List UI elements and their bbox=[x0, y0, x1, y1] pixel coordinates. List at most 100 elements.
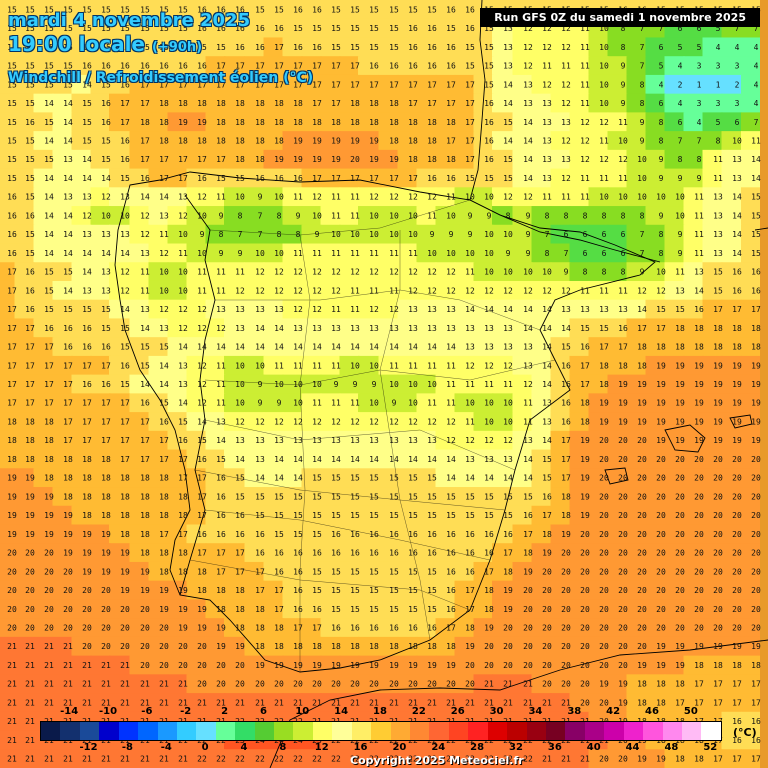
value-label: 20 bbox=[503, 661, 513, 670]
value-cell bbox=[205, 131, 226, 151]
value-cell bbox=[339, 168, 360, 189]
value-label: 16 bbox=[216, 492, 226, 501]
value-cell bbox=[550, 93, 571, 114]
value-label: 12 bbox=[599, 155, 609, 164]
value-cell bbox=[0, 280, 15, 301]
value-cell bbox=[721, 56, 742, 76]
value-cell bbox=[339, 131, 360, 151]
value-label: 13 bbox=[216, 305, 226, 314]
value-label: 21 bbox=[101, 661, 111, 670]
value-label: 12 bbox=[465, 436, 475, 445]
value-label: 18 bbox=[446, 642, 456, 651]
value-label: 15 bbox=[312, 24, 322, 33]
value-label: 17 bbox=[465, 586, 475, 595]
value-label: 15 bbox=[25, 99, 35, 108]
value-label: 17 bbox=[732, 305, 742, 314]
value-cell bbox=[607, 262, 628, 282]
value-cell bbox=[71, 74, 92, 95]
value-label: 20 bbox=[101, 624, 111, 633]
value-label: 14 bbox=[274, 324, 284, 333]
value-label: 12 bbox=[561, 286, 571, 295]
value-cell bbox=[33, 262, 54, 282]
legend-swatch bbox=[545, 722, 566, 740]
value-cell bbox=[301, 112, 322, 133]
value-label: 18 bbox=[178, 567, 188, 576]
value-label: 12 bbox=[140, 230, 150, 239]
value-label: 17 bbox=[140, 417, 150, 426]
value-label: 3 bbox=[716, 99, 721, 108]
value-cell bbox=[358, 93, 379, 114]
value-label: 19 bbox=[675, 399, 685, 408]
value-cell bbox=[473, 112, 494, 133]
value-label: 11 bbox=[331, 361, 341, 370]
value-label: 16 bbox=[561, 361, 571, 370]
value-label: 15 bbox=[82, 305, 92, 314]
value-label: 19 bbox=[331, 661, 341, 670]
value-label: 19 bbox=[484, 624, 494, 633]
value-label: 20 bbox=[618, 661, 628, 670]
value-label: 17 bbox=[25, 324, 35, 333]
value-label: 14 bbox=[159, 361, 169, 370]
value-label: 21 bbox=[44, 698, 54, 707]
value-label: 20 bbox=[561, 624, 571, 633]
value-label: 18 bbox=[675, 324, 685, 333]
value-label: 18 bbox=[255, 642, 265, 651]
value-cell bbox=[569, 280, 590, 301]
value-label: 16 bbox=[120, 136, 130, 145]
value-label: 19 bbox=[216, 624, 226, 633]
value-cell bbox=[378, 168, 399, 189]
value-cell bbox=[186, 37, 207, 58]
legend-swatch bbox=[643, 722, 663, 740]
value-label: 12 bbox=[312, 268, 322, 277]
value-label: 11 bbox=[350, 249, 360, 258]
value-label: 20 bbox=[751, 605, 761, 614]
value-label: 20 bbox=[25, 549, 35, 558]
value-cell bbox=[435, 131, 456, 151]
value-label: 19 bbox=[656, 417, 666, 426]
value-label: 13 bbox=[312, 436, 322, 445]
value-label: 16 bbox=[274, 567, 284, 576]
value-cell bbox=[282, 206, 303, 226]
value-label: 19 bbox=[101, 549, 111, 558]
value-label: 16 bbox=[293, 5, 303, 14]
value-cell bbox=[109, 168, 130, 189]
value-cell bbox=[397, 93, 418, 114]
value-cell bbox=[320, 206, 341, 226]
value-cell bbox=[33, 206, 54, 226]
value-label: 16 bbox=[197, 174, 207, 183]
value-label: 13 bbox=[293, 324, 303, 333]
legend-label-bottom: 48 bbox=[664, 742, 679, 753]
value-cell bbox=[512, 243, 533, 264]
value-label: 19 bbox=[656, 661, 666, 670]
value-label: 20 bbox=[599, 474, 609, 483]
value-cell bbox=[607, 112, 628, 133]
value-label: 10 bbox=[408, 211, 418, 220]
value-cell bbox=[721, 206, 742, 226]
value-label: 17 bbox=[25, 399, 35, 408]
value-label: 19 bbox=[523, 567, 533, 576]
value-label: 14 bbox=[369, 455, 379, 464]
value-label: 20 bbox=[331, 680, 341, 689]
value-label: 15 bbox=[7, 136, 17, 145]
value-label: 11 bbox=[694, 193, 704, 202]
value-label: 18 bbox=[197, 567, 207, 576]
value-label: 13 bbox=[101, 230, 111, 239]
legend-swatch bbox=[584, 722, 605, 740]
value-label: 11 bbox=[599, 136, 609, 145]
value-label: 15 bbox=[389, 474, 399, 483]
value-label: 16 bbox=[408, 549, 418, 558]
value-cell bbox=[244, 224, 265, 245]
value-cell bbox=[416, 37, 437, 58]
value-cell bbox=[263, 206, 284, 226]
value-label: 21 bbox=[7, 642, 17, 651]
value-cell bbox=[90, 18, 111, 39]
value-label: 11 bbox=[599, 174, 609, 183]
value-label: 15 bbox=[312, 492, 322, 501]
value-label: 15 bbox=[312, 567, 322, 576]
value-label: 10 bbox=[484, 268, 494, 277]
value-cell bbox=[186, 18, 207, 39]
value-label: 20 bbox=[255, 680, 265, 689]
value-cell bbox=[512, 149, 533, 170]
value-label: 12 bbox=[140, 211, 150, 220]
value-label: 13 bbox=[350, 324, 360, 333]
